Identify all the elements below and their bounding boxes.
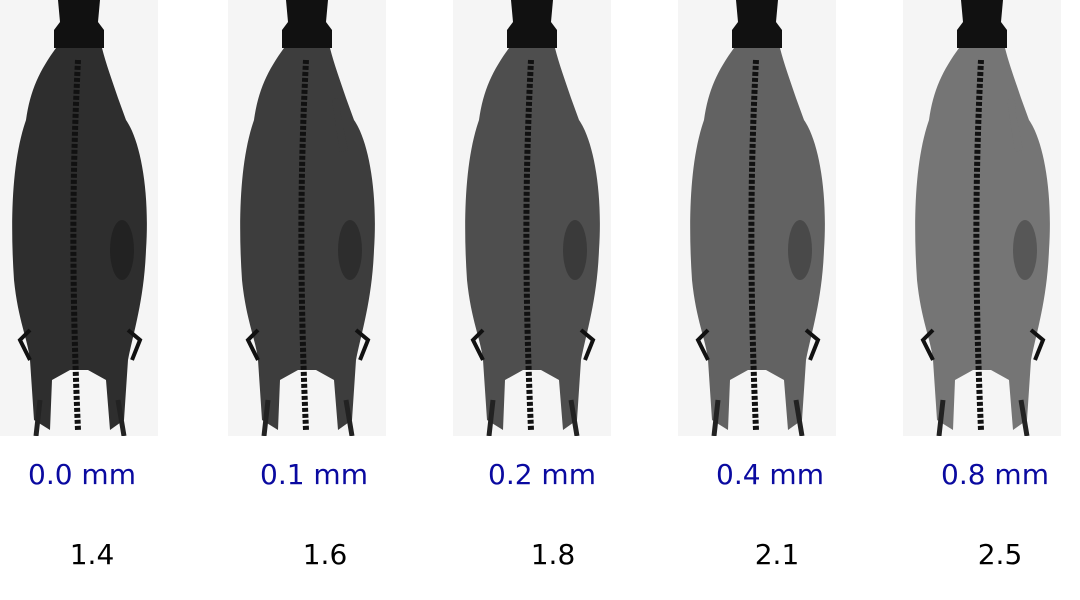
- xray-mouse-image: [228, 0, 386, 436]
- xray-mouse-image: [678, 0, 836, 436]
- value-label: 1.4: [69, 538, 115, 571]
- panel: 0.0 mm 1.4: [0, 0, 225, 600]
- panel: 0.2 mm 1.8: [453, 0, 678, 600]
- panel: 0.8 mm 2.5: [903, 0, 1080, 600]
- panel: 0.4 mm 2.1: [678, 0, 903, 600]
- value-label: 2.5: [977, 538, 1023, 571]
- panel: 0.1 mm 1.6: [228, 0, 453, 600]
- thickness-label: 0.0 mm: [28, 458, 136, 491]
- xray-mouse-image: [903, 0, 1061, 436]
- value-label: 1.8: [530, 538, 576, 571]
- value-label: 2.1: [754, 538, 800, 571]
- thickness-label: 0.1 mm: [260, 458, 368, 491]
- value-label: 1.6: [302, 538, 348, 571]
- xray-mouse-image: [0, 0, 158, 436]
- thickness-label: 0.8 mm: [941, 458, 1049, 491]
- thickness-label: 0.2 mm: [488, 458, 596, 491]
- thickness-label: 0.4 mm: [716, 458, 824, 491]
- xray-mouse-image: [453, 0, 611, 436]
